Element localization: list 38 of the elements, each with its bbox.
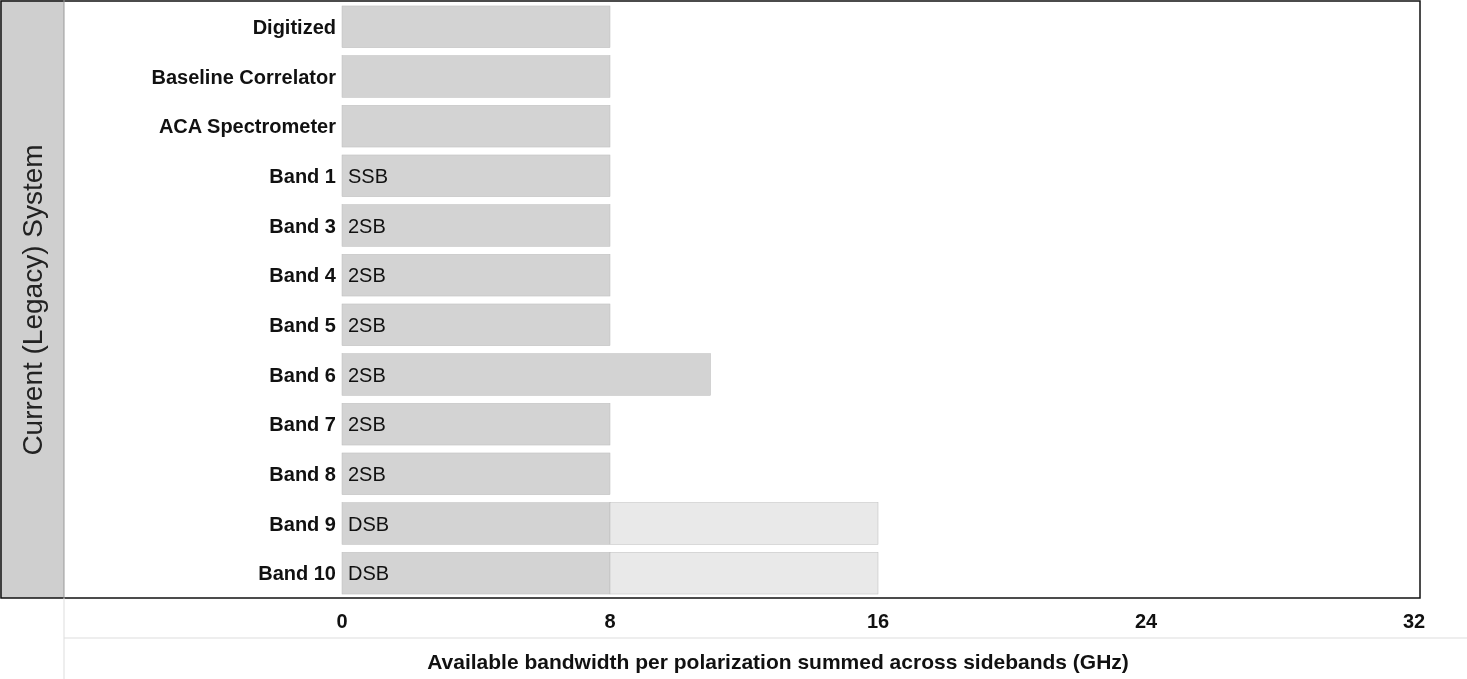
y-tick-label: Band 8: [269, 462, 336, 485]
annotation: 2SB: [348, 214, 386, 237]
y-tick-label: Band 9: [269, 512, 336, 535]
x-axis-title: Available bandwidth per polarization summed across sidebands (GHz): [427, 650, 1129, 674]
bar: [341, 303, 611, 346]
y-tick-label: Band 10: [258, 562, 336, 585]
bar: [341, 353, 711, 396]
y-tick-label: Band 3: [269, 214, 336, 237]
x-tick-label: 8: [604, 610, 616, 632]
bar: [341, 403, 611, 446]
annotation: 2SB: [348, 313, 386, 336]
bar: [341, 154, 611, 197]
annotation: SSB: [348, 164, 389, 187]
annotation: 2SB: [348, 413, 386, 436]
y-tick-label: Band 6: [269, 363, 336, 386]
y-axis-title: Current (Legacy) System: [17, 144, 48, 456]
y-tick-label: Band 1: [269, 164, 336, 187]
y-tick-label: Baseline Correlator: [151, 65, 337, 88]
bar: [341, 254, 611, 297]
x-tick-label: 0: [336, 610, 348, 632]
y-tick-label: Digitized: [252, 15, 336, 38]
annotation: DSB: [348, 512, 390, 535]
annotation: DSB: [348, 562, 390, 585]
annotation: 2SB: [348, 363, 386, 386]
x-tick-label: 16: [866, 610, 890, 632]
y-tick-label: ACA Spectrometer: [158, 115, 337, 138]
y-tick-label: Band 5: [269, 313, 336, 336]
bar: [341, 452, 611, 495]
y-tick-label: Band 4: [269, 264, 337, 287]
bar: [341, 105, 611, 148]
x-tick-label: 32: [1402, 610, 1426, 632]
bar: [341, 55, 611, 98]
y-tick-label: Band 7: [269, 413, 336, 436]
bar: [341, 204, 611, 247]
annotation: 2SB: [348, 462, 386, 485]
x-tick-label: 24: [1134, 610, 1158, 632]
bar: [341, 5, 611, 48]
annotation: 2SB: [348, 264, 386, 287]
